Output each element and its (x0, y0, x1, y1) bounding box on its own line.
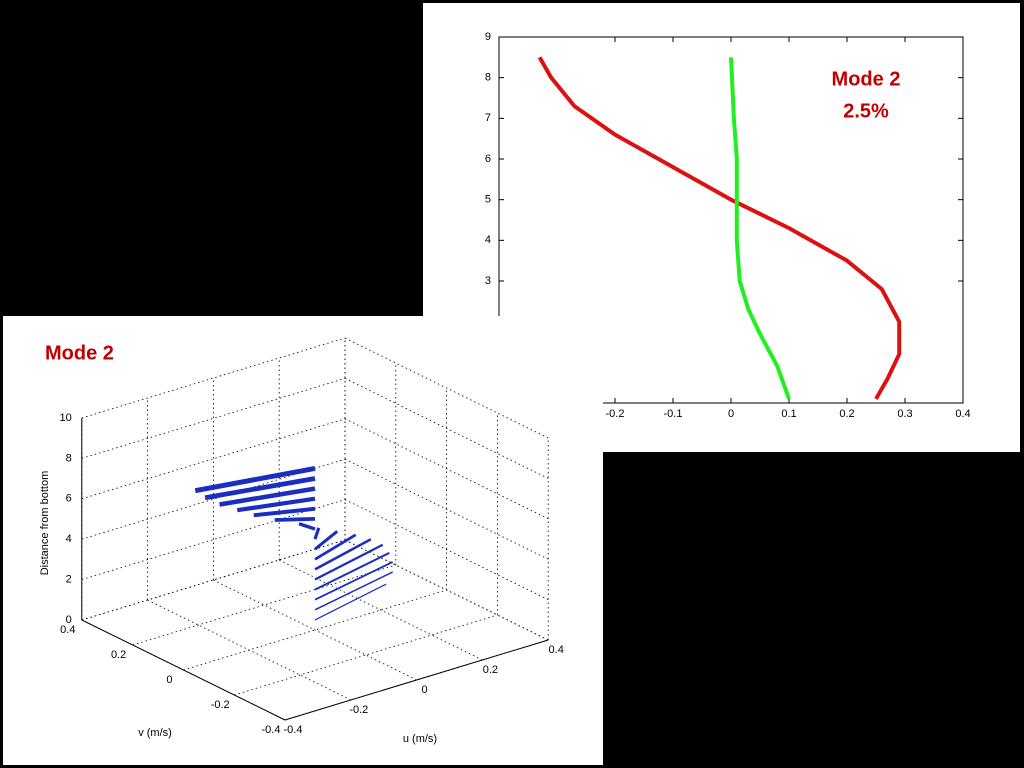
x-tick-label: -0.2 (606, 408, 625, 420)
x-tick-label: 0 (422, 684, 428, 696)
z-tick-label: 10 (60, 412, 72, 424)
z-tick-label: 8 (66, 452, 72, 464)
vector (313, 527, 321, 540)
y-tick-label: 6 (485, 153, 491, 165)
grid-line (132, 564, 396, 646)
grid-line (81, 499, 346, 580)
y-tick-label: 9 (485, 31, 491, 43)
vector (314, 583, 387, 621)
vector (194, 465, 316, 494)
grid-line (344, 418, 549, 520)
vector (204, 476, 316, 501)
y-tick-label: 8 (485, 72, 491, 84)
axis-line (284, 639, 549, 721)
y-tick-label: 0.4 (60, 624, 75, 636)
y-tick-label: 4 (485, 234, 491, 246)
annotation: 2.5% (843, 100, 889, 122)
y-tick-label: -0.4 (262, 724, 281, 736)
y-axis-label: v (m/s) (138, 727, 172, 739)
y-tick-label: 5 (485, 194, 491, 206)
grid-line (234, 614, 498, 696)
vector (314, 533, 357, 561)
x-tick-label: 0.2 (839, 408, 854, 420)
y-tick-label: 0 (166, 674, 172, 686)
axis-line (81, 619, 286, 721)
vector (236, 496, 316, 513)
x-tick-label: 0.4 (955, 408, 970, 420)
vector (274, 517, 316, 522)
y-tick-label: 3 (485, 275, 491, 287)
vector (253, 506, 316, 518)
grid-line (344, 337, 549, 439)
grid-line (81, 378, 346, 459)
grid-line (344, 458, 549, 560)
x-tick-label: -0.2 (349, 704, 368, 716)
x-tick-label: 0 (728, 408, 734, 420)
z-tick-label: 4 (66, 533, 72, 545)
grid-line (81, 337, 346, 419)
vector (314, 561, 394, 601)
annotation: Mode 2 (832, 68, 901, 90)
grid-line (81, 539, 346, 621)
vector (314, 551, 390, 591)
line (729, 57, 791, 400)
panel (3, 316, 603, 765)
grid-line (279, 559, 483, 661)
x-tick-label: 0.4 (549, 644, 564, 656)
vector (314, 543, 384, 581)
z-tick-label: 6 (66, 493, 72, 505)
x-tick-label: 0.1 (781, 408, 796, 420)
y-tick-label: 7 (485, 112, 491, 124)
x-tick-label: -0.1 (664, 408, 683, 420)
annotation: Mode 2 (45, 342, 114, 364)
vector (219, 486, 316, 507)
quiver-chart: Mode 2 Distance from bottom u (m/s) v (m… (3, 316, 603, 765)
x-tick-label: -0.4 (284, 724, 303, 736)
z-tick-label: 0 (66, 614, 72, 626)
z-tick-label: 2 (66, 574, 72, 586)
y-tick-label: -0.2 (211, 699, 230, 711)
x-tick-label: 0.2 (483, 664, 498, 676)
vector (314, 538, 372, 571)
x-axis-label: u (m/s) (403, 733, 437, 745)
grid-line (81, 418, 346, 500)
grid-line (183, 589, 447, 671)
line (537, 56, 902, 400)
vector (314, 571, 393, 611)
vector (314, 530, 339, 551)
grid-line (344, 499, 549, 600)
x-tick-label: 0.3 (897, 408, 912, 420)
y-tick-label: 0.2 (111, 649, 126, 661)
grid-line (213, 579, 417, 681)
vector (298, 522, 316, 531)
grid-line (344, 378, 549, 479)
grid-line (81, 458, 346, 540)
z-axis-label: Distance from bottom (39, 471, 51, 576)
